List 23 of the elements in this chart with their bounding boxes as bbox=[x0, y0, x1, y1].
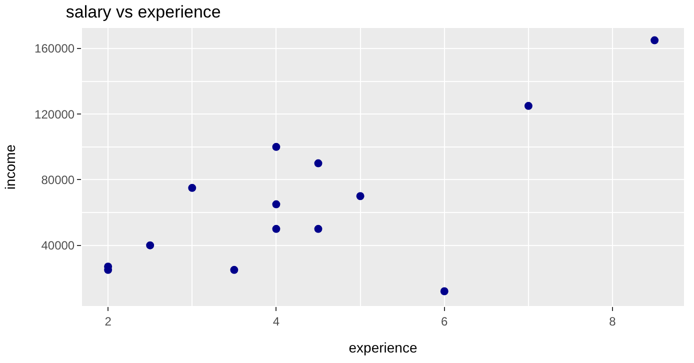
y-tick-label: 40000 bbox=[41, 238, 75, 253]
point bbox=[650, 36, 659, 44]
x-tick-label: 4 bbox=[272, 314, 280, 328]
point bbox=[188, 184, 196, 192]
point bbox=[440, 287, 448, 296]
point bbox=[314, 224, 322, 233]
point bbox=[146, 241, 154, 250]
point bbox=[314, 159, 322, 168]
x-tick-label: 8 bbox=[609, 314, 616, 328]
x-axis-title: experience bbox=[348, 340, 418, 356]
point bbox=[230, 266, 238, 274]
x-tick-label: 6 bbox=[441, 314, 448, 328]
point bbox=[356, 192, 364, 200]
point bbox=[524, 102, 532, 110]
y-tick-label: 160000 bbox=[34, 42, 75, 56]
y-tick-label: 80000 bbox=[41, 172, 75, 187]
point bbox=[272, 142, 280, 151]
chart-title: salary vs experience bbox=[66, 2, 221, 22]
y-tick-label: 120000 bbox=[34, 107, 75, 122]
y-axis-title: income bbox=[2, 144, 18, 190]
x-tick-label: 2 bbox=[104, 314, 112, 328]
point bbox=[272, 200, 280, 208]
point bbox=[272, 224, 280, 233]
